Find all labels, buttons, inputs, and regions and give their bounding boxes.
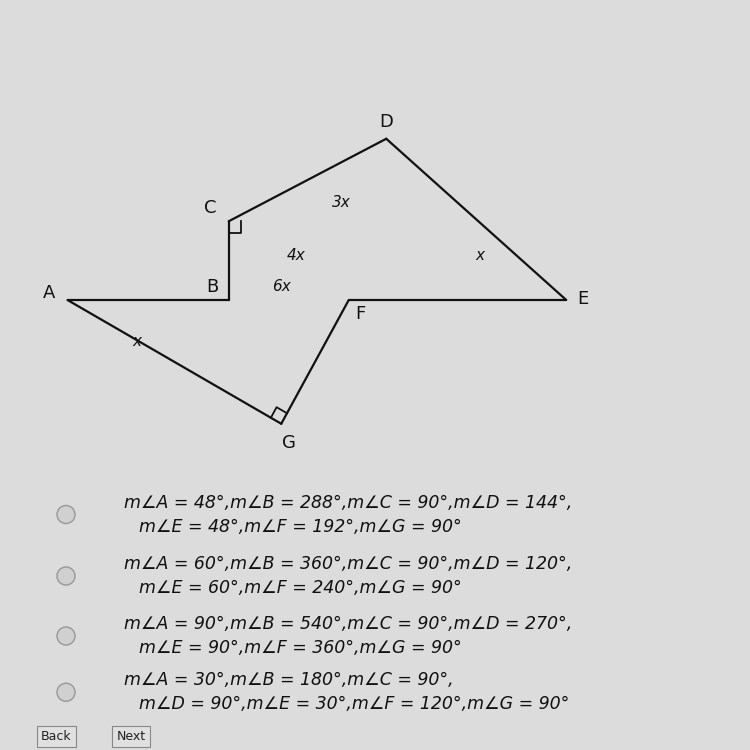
Text: F: F [355, 304, 365, 322]
Text: C: C [204, 199, 216, 217]
Text: E: E [578, 290, 588, 308]
Text: m∠A = 48°,m∠B = 288°,m∠C = 90°,m∠D = 144°,: m∠A = 48°,m∠B = 288°,m∠C = 90°,m∠D = 144… [124, 494, 572, 512]
Text: D: D [380, 113, 393, 131]
Text: m∠E = 48°,m∠F = 192°,m∠G = 90°: m∠E = 48°,m∠F = 192°,m∠G = 90° [139, 518, 461, 536]
Circle shape [57, 506, 75, 524]
Text: m∠A = 30°,m∠B = 180°,m∠C = 90°,: m∠A = 30°,m∠B = 180°,m∠C = 90°, [124, 671, 453, 689]
Text: m∠E = 90°,m∠F = 360°,m∠G = 90°: m∠E = 90°,m∠F = 360°,m∠G = 90° [139, 639, 461, 657]
Text: m∠E = 60°,m∠F = 240°,m∠G = 90°: m∠E = 60°,m∠F = 240°,m∠G = 90° [139, 579, 461, 597]
Text: m∠A = 60°,m∠B = 360°,m∠C = 90°,m∠D = 120°,: m∠A = 60°,m∠B = 360°,m∠C = 90°,m∠D = 120… [124, 555, 572, 573]
Text: Back: Back [41, 730, 71, 743]
Text: x: x [476, 248, 484, 262]
Text: G: G [282, 433, 296, 451]
Circle shape [57, 567, 75, 585]
Circle shape [57, 627, 75, 645]
Text: 3x: 3x [332, 195, 350, 210]
Circle shape [57, 683, 75, 701]
Text: m∠A = 90°,m∠B = 540°,m∠C = 90°,m∠D = 270°,: m∠A = 90°,m∠B = 540°,m∠C = 90°,m∠D = 270… [124, 615, 572, 633]
Text: 6x: 6x [272, 279, 291, 294]
Text: Next: Next [117, 730, 146, 743]
Text: B: B [206, 278, 218, 296]
Text: A: A [43, 284, 55, 302]
Text: m∠D = 90°,m∠E = 30°,m∠F = 120°,m∠G = 90°: m∠D = 90°,m∠E = 30°,m∠F = 120°,m∠G = 90° [139, 695, 569, 713]
Text: x: x [133, 334, 142, 349]
Text: 4x: 4x [286, 248, 306, 262]
